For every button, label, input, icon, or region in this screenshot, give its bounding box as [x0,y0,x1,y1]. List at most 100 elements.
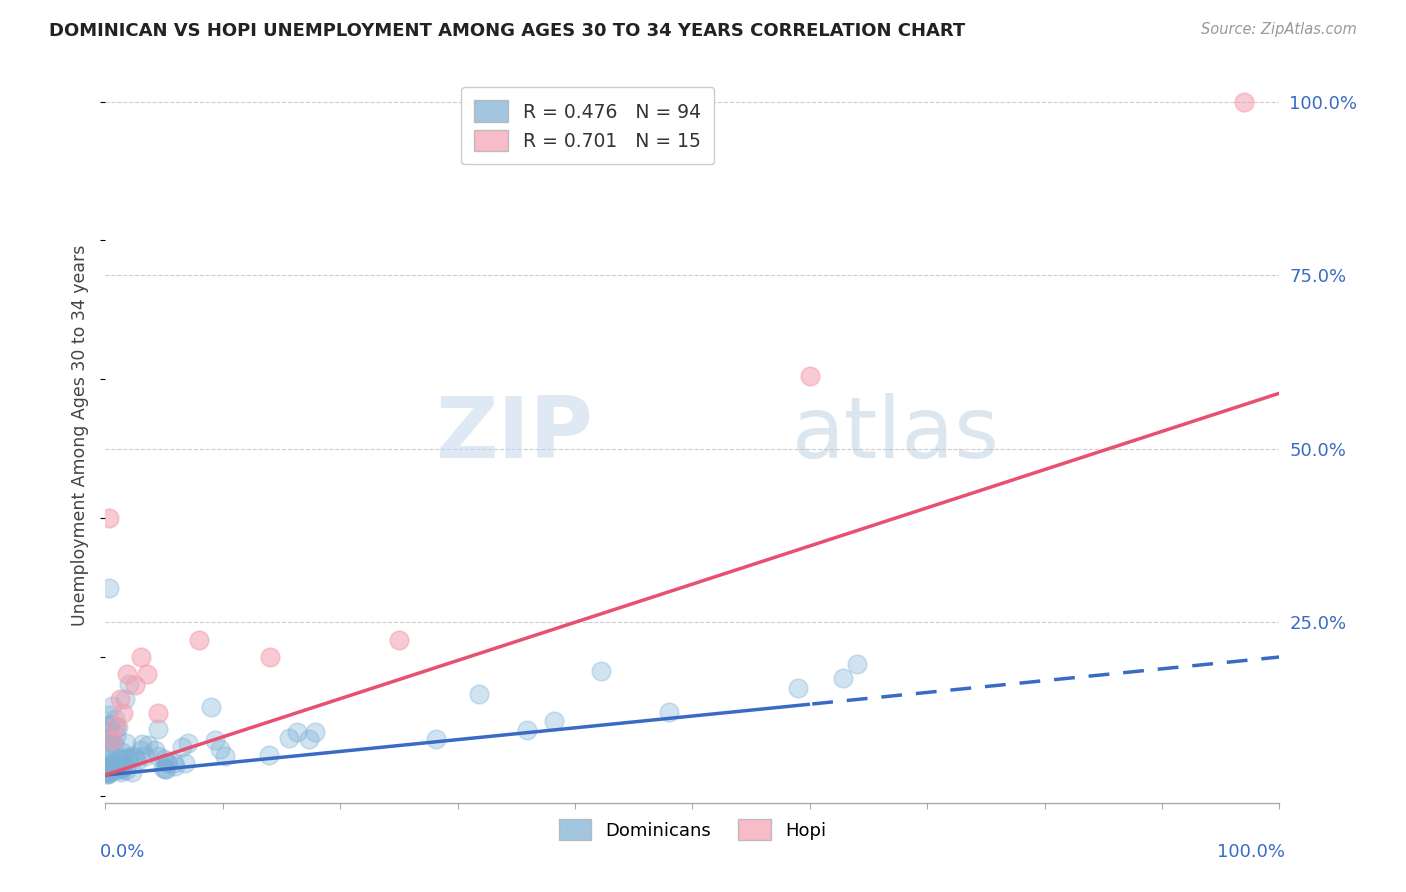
Point [100,758,122,772]
Point [96,763,118,777]
Point [208,741,231,756]
Point [100,733,122,747]
Point [104,758,127,772]
Point [388,632,411,647]
Point [100,733,122,747]
Point [658,705,681,719]
Point [96,732,118,747]
Point [124,750,146,764]
Point [146,722,169,736]
Point [98,766,121,780]
Point [143,743,166,757]
Point [173,756,195,770]
Point [117,677,139,691]
Point [112,752,135,766]
Point [97,725,120,739]
Point [98,733,121,747]
Point [98,760,121,774]
Point [152,761,174,775]
Point [125,754,148,768]
Point [153,752,176,766]
Y-axis label: Unemployment Among Ages 30 to 34 years: Unemployment Among Ages 30 to 34 years [72,244,90,625]
Point [799,368,821,383]
Point [163,756,186,770]
Point [129,743,152,757]
Point [259,650,281,665]
Point [103,737,125,751]
Point [121,764,143,779]
Point [97,767,120,781]
Point [1233,95,1256,109]
Point [107,720,129,734]
Point [156,755,179,769]
Point [98,718,121,732]
Text: DOMINICAN VS HOPI UNEMPLOYMENT AMONG AGES 30 TO 34 YEARS CORRELATION CHART: DOMINICAN VS HOPI UNEMPLOYMENT AMONG AGE… [49,22,966,40]
Point [124,678,146,692]
Point [96,765,118,780]
Point [98,581,121,595]
Point [285,725,308,739]
Point [214,749,236,764]
Point [110,761,132,775]
Point [115,751,138,765]
Point [110,765,132,780]
Point [97,764,120,779]
Point [115,736,138,750]
Point [115,667,138,681]
Point [114,764,136,778]
Point [110,758,132,772]
Point [163,759,186,773]
Text: Source: ZipAtlas.com: Source: ZipAtlas.com [1201,22,1357,37]
Point [107,758,129,772]
Point [97,765,120,780]
Point [148,706,170,720]
Point [105,719,128,733]
Point [98,511,121,525]
Point [543,714,565,729]
Point [98,747,121,761]
Point [111,758,134,772]
Point [108,752,131,766]
Point [153,762,176,776]
Point [170,739,193,754]
Point [101,698,124,713]
Point [97,756,120,770]
Point [96,760,118,774]
Point [105,721,128,735]
Legend: Dominicans, Hopi: Dominicans, Hopi [550,810,835,849]
Point [134,749,156,764]
Point [111,761,134,775]
Point [101,756,124,771]
Point [516,723,538,738]
Point [112,706,135,720]
Point [155,762,177,776]
Point [96,718,118,732]
Point [101,760,124,774]
Point [136,739,159,753]
Point [787,681,810,696]
Text: 0.0%: 0.0% [100,843,145,862]
Point [98,739,121,753]
Text: atlas: atlas [792,393,1000,476]
Point [104,712,127,726]
Point [97,708,120,723]
Point [425,731,447,746]
Point [832,672,855,686]
Point [108,691,131,706]
Point [278,731,301,745]
Point [259,747,281,762]
Point [104,761,127,775]
Point [188,632,211,647]
Point [177,736,200,750]
Point [156,756,179,770]
Point [135,667,157,681]
Point [101,733,124,747]
Point [101,757,124,772]
Point [117,750,139,764]
Point [96,767,118,781]
Point [846,657,869,671]
Point [107,763,129,777]
Point [200,700,222,714]
Point [298,731,321,746]
Text: ZIP: ZIP [434,393,593,476]
